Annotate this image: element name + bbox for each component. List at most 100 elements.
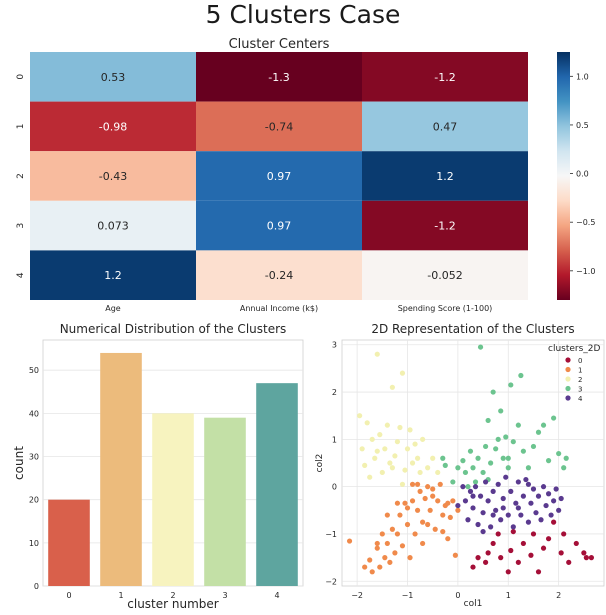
scatter-point-cluster-1 bbox=[427, 507, 433, 513]
scatter-point-cluster-4 bbox=[503, 474, 509, 480]
heatmap-cell bbox=[362, 151, 528, 201]
scatter-point-cluster-4 bbox=[523, 476, 529, 483]
scatter-point-cluster-3 bbox=[520, 448, 526, 454]
scatter-point-cluster-4 bbox=[551, 498, 557, 504]
heatmap-cell bbox=[196, 250, 362, 300]
scatter-x-axis-label: col1 bbox=[464, 599, 483, 609]
bar-3 bbox=[204, 417, 246, 586]
scatter-point-cluster-4 bbox=[477, 493, 484, 499]
scatter-point-cluster-3 bbox=[503, 434, 509, 440]
scatter-point-cluster-3 bbox=[563, 455, 569, 461]
bar-0 bbox=[48, 499, 90, 586]
scatter-point-cluster-3 bbox=[505, 455, 511, 461]
scatter-point-cluster-4 bbox=[553, 486, 559, 492]
scatter-point-cluster-3 bbox=[488, 460, 494, 466]
scatter-point-cluster-4 bbox=[500, 505, 506, 511]
scatter-point-cluster-1 bbox=[414, 507, 421, 513]
heatmap-cell-label: -0.052 bbox=[427, 269, 462, 282]
scatter-point-cluster-2 bbox=[377, 432, 383, 438]
scatter-y-tick-label: 2 bbox=[332, 388, 337, 397]
scatter-point-cluster-0 bbox=[505, 569, 511, 575]
bar-y-tick-label: 40 bbox=[29, 409, 39, 418]
scatter-point-cluster-1 bbox=[409, 498, 416, 504]
scatter-point-cluster-0 bbox=[485, 550, 491, 556]
scatter-point-cluster-4 bbox=[462, 498, 469, 504]
heatmap-cell-label: -1.2 bbox=[434, 71, 455, 84]
heatmap-cell bbox=[362, 52, 528, 102]
scatter-point-cluster-2 bbox=[372, 455, 378, 461]
heatmap-cell bbox=[196, 52, 362, 102]
scatter-point-cluster-3 bbox=[540, 422, 547, 428]
scatter-point-cluster-3 bbox=[551, 415, 557, 421]
scatter-point-cluster-3 bbox=[535, 429, 542, 435]
heatmap-cell bbox=[362, 101, 528, 152]
scatter-x-tick-label: −1 bbox=[402, 591, 414, 600]
scatter-y-tick-label: 3 bbox=[332, 341, 337, 350]
heatmap-cell bbox=[196, 151, 362, 201]
scatter-point-cluster-4 bbox=[455, 502, 461, 509]
scatter-point-cluster-3 bbox=[518, 372, 524, 379]
scatter-point-cluster-1 bbox=[374, 545, 380, 551]
scatter-point-cluster-0 bbox=[495, 531, 501, 537]
scatter-point-cluster-3 bbox=[472, 479, 479, 485]
scatter-y-tick-label: −2 bbox=[325, 577, 337, 586]
legend-marker-4 bbox=[565, 395, 571, 401]
scatter-point-cluster-3 bbox=[561, 465, 567, 471]
heatmap-cell bbox=[196, 101, 362, 152]
scatter-point-cluster-1 bbox=[377, 564, 383, 570]
scatter-point-cluster-1 bbox=[369, 569, 375, 575]
scatter-point-cluster-4 bbox=[556, 507, 562, 513]
heatmap-title: Cluster Centers bbox=[229, 37, 330, 52]
scatter-point-cluster-1 bbox=[374, 540, 380, 547]
scatter-point-cluster-3 bbox=[510, 439, 516, 445]
heatmap-cell-label: -1.3 bbox=[268, 71, 289, 84]
scatter-point-cluster-4 bbox=[488, 524, 494, 530]
scatter-point-cluster-4 bbox=[470, 493, 476, 499]
scatter-point-cluster-1 bbox=[394, 500, 401, 506]
scatter-point-cluster-1 bbox=[430, 486, 436, 492]
heatmap-cell bbox=[30, 250, 196, 300]
scatter-point-cluster-1 bbox=[425, 521, 431, 528]
scatter-point-cluster-4 bbox=[467, 488, 474, 494]
scatter-point-cluster-3 bbox=[442, 462, 448, 468]
scatter-point-cluster-0 bbox=[515, 559, 521, 565]
scatter-point-cluster-3 bbox=[485, 417, 491, 424]
scatter-point-cluster-0 bbox=[510, 528, 516, 535]
figure-title: 5 Clusters Case bbox=[205, 0, 401, 29]
scatter-point-cluster-4 bbox=[465, 517, 471, 523]
legend-label: 0 bbox=[578, 357, 582, 365]
scatter-point-cluster-3 bbox=[440, 455, 446, 461]
scatter-point-cluster-2 bbox=[435, 469, 441, 476]
scatter-point-cluster-2 bbox=[402, 467, 408, 473]
scatter-point-cluster-0 bbox=[540, 545, 547, 551]
scatter-point-cluster-2 bbox=[417, 469, 423, 476]
heatmap-cell-label: -1.2 bbox=[434, 220, 455, 233]
heatmap-cell-label: 0.47 bbox=[433, 120, 458, 133]
legend-marker-0 bbox=[565, 357, 571, 363]
scatter-point-cluster-3 bbox=[495, 436, 501, 442]
scatter-point-cluster-0 bbox=[561, 531, 567, 537]
legend-marker-2 bbox=[565, 376, 571, 382]
heatmap-cell-label: 0.53 bbox=[101, 71, 126, 84]
scatter-point-cluster-0 bbox=[528, 552, 534, 558]
scatter-point-cluster-4 bbox=[490, 512, 496, 518]
colorbar-tick-label: 1.0 bbox=[576, 72, 589, 81]
bar-x-axis-label: cluster number bbox=[127, 597, 219, 611]
scatter-point-cluster-2 bbox=[389, 384, 395, 390]
scatter-point-cluster-3 bbox=[515, 422, 521, 428]
scatter-point-cluster-1 bbox=[420, 540, 426, 547]
scatter-point-cluster-4 bbox=[498, 517, 504, 523]
scatter-point-cluster-1 bbox=[399, 543, 406, 549]
scatter-point-cluster-2 bbox=[420, 436, 426, 442]
scatter-point-cluster-2 bbox=[407, 427, 413, 433]
scatter-point-cluster-2 bbox=[382, 446, 388, 452]
bar-1 bbox=[100, 352, 142, 586]
bar-x-tick-label: 3 bbox=[222, 591, 227, 600]
scatter-point-cluster-4 bbox=[548, 512, 554, 518]
scatter-point-cluster-2 bbox=[399, 370, 406, 376]
scatter-point-cluster-4 bbox=[543, 502, 549, 509]
scatter-point-cluster-2 bbox=[367, 474, 373, 480]
scatter-point-cluster-1 bbox=[455, 507, 461, 513]
